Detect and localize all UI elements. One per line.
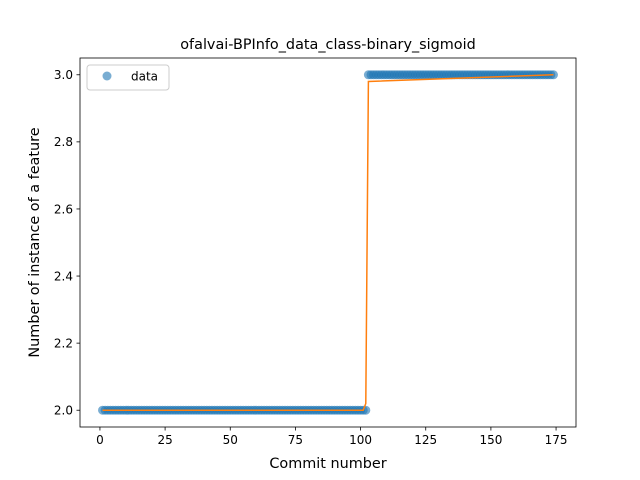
y-tick-label: 2.0 [54,404,73,418]
y-tick-label: 2.4 [54,269,73,283]
x-tick-label: 100 [349,433,372,447]
y-tick-label: 2.6 [54,202,73,216]
chart-title: ofalvai-BPInfo_data_class-binary_sigmoid [180,37,476,53]
legend-marker-data [102,71,112,81]
legend-box [86,64,170,91]
x-axis: 0 25 50 75 100 125 150 175 [96,427,568,447]
y-tick-label: 2.8 [54,135,73,149]
y-tick-label: 3.0 [54,68,73,82]
fit-line [102,74,554,411]
x-tick-label: 75 [288,433,303,447]
legend: data [86,64,170,91]
x-tick-label: 25 [157,433,172,447]
y-axis-label: Number of instance of a feature [27,127,43,357]
y-tick-label: 2.2 [54,336,73,350]
legend-label-data: data [131,70,158,84]
axes-frame [79,57,577,428]
x-tick-label: 50 [223,433,238,447]
y-axis: 2.0 2.2 2.4 2.6 2.8 3.0 [54,68,80,418]
x-tick-label: 150 [479,433,502,447]
x-tick-label: 125 [414,433,437,447]
x-tick-label: 0 [96,433,104,447]
plot-area [98,70,558,415]
x-tick-label: 175 [545,433,568,447]
x-axis-label: Commit number [269,456,386,472]
